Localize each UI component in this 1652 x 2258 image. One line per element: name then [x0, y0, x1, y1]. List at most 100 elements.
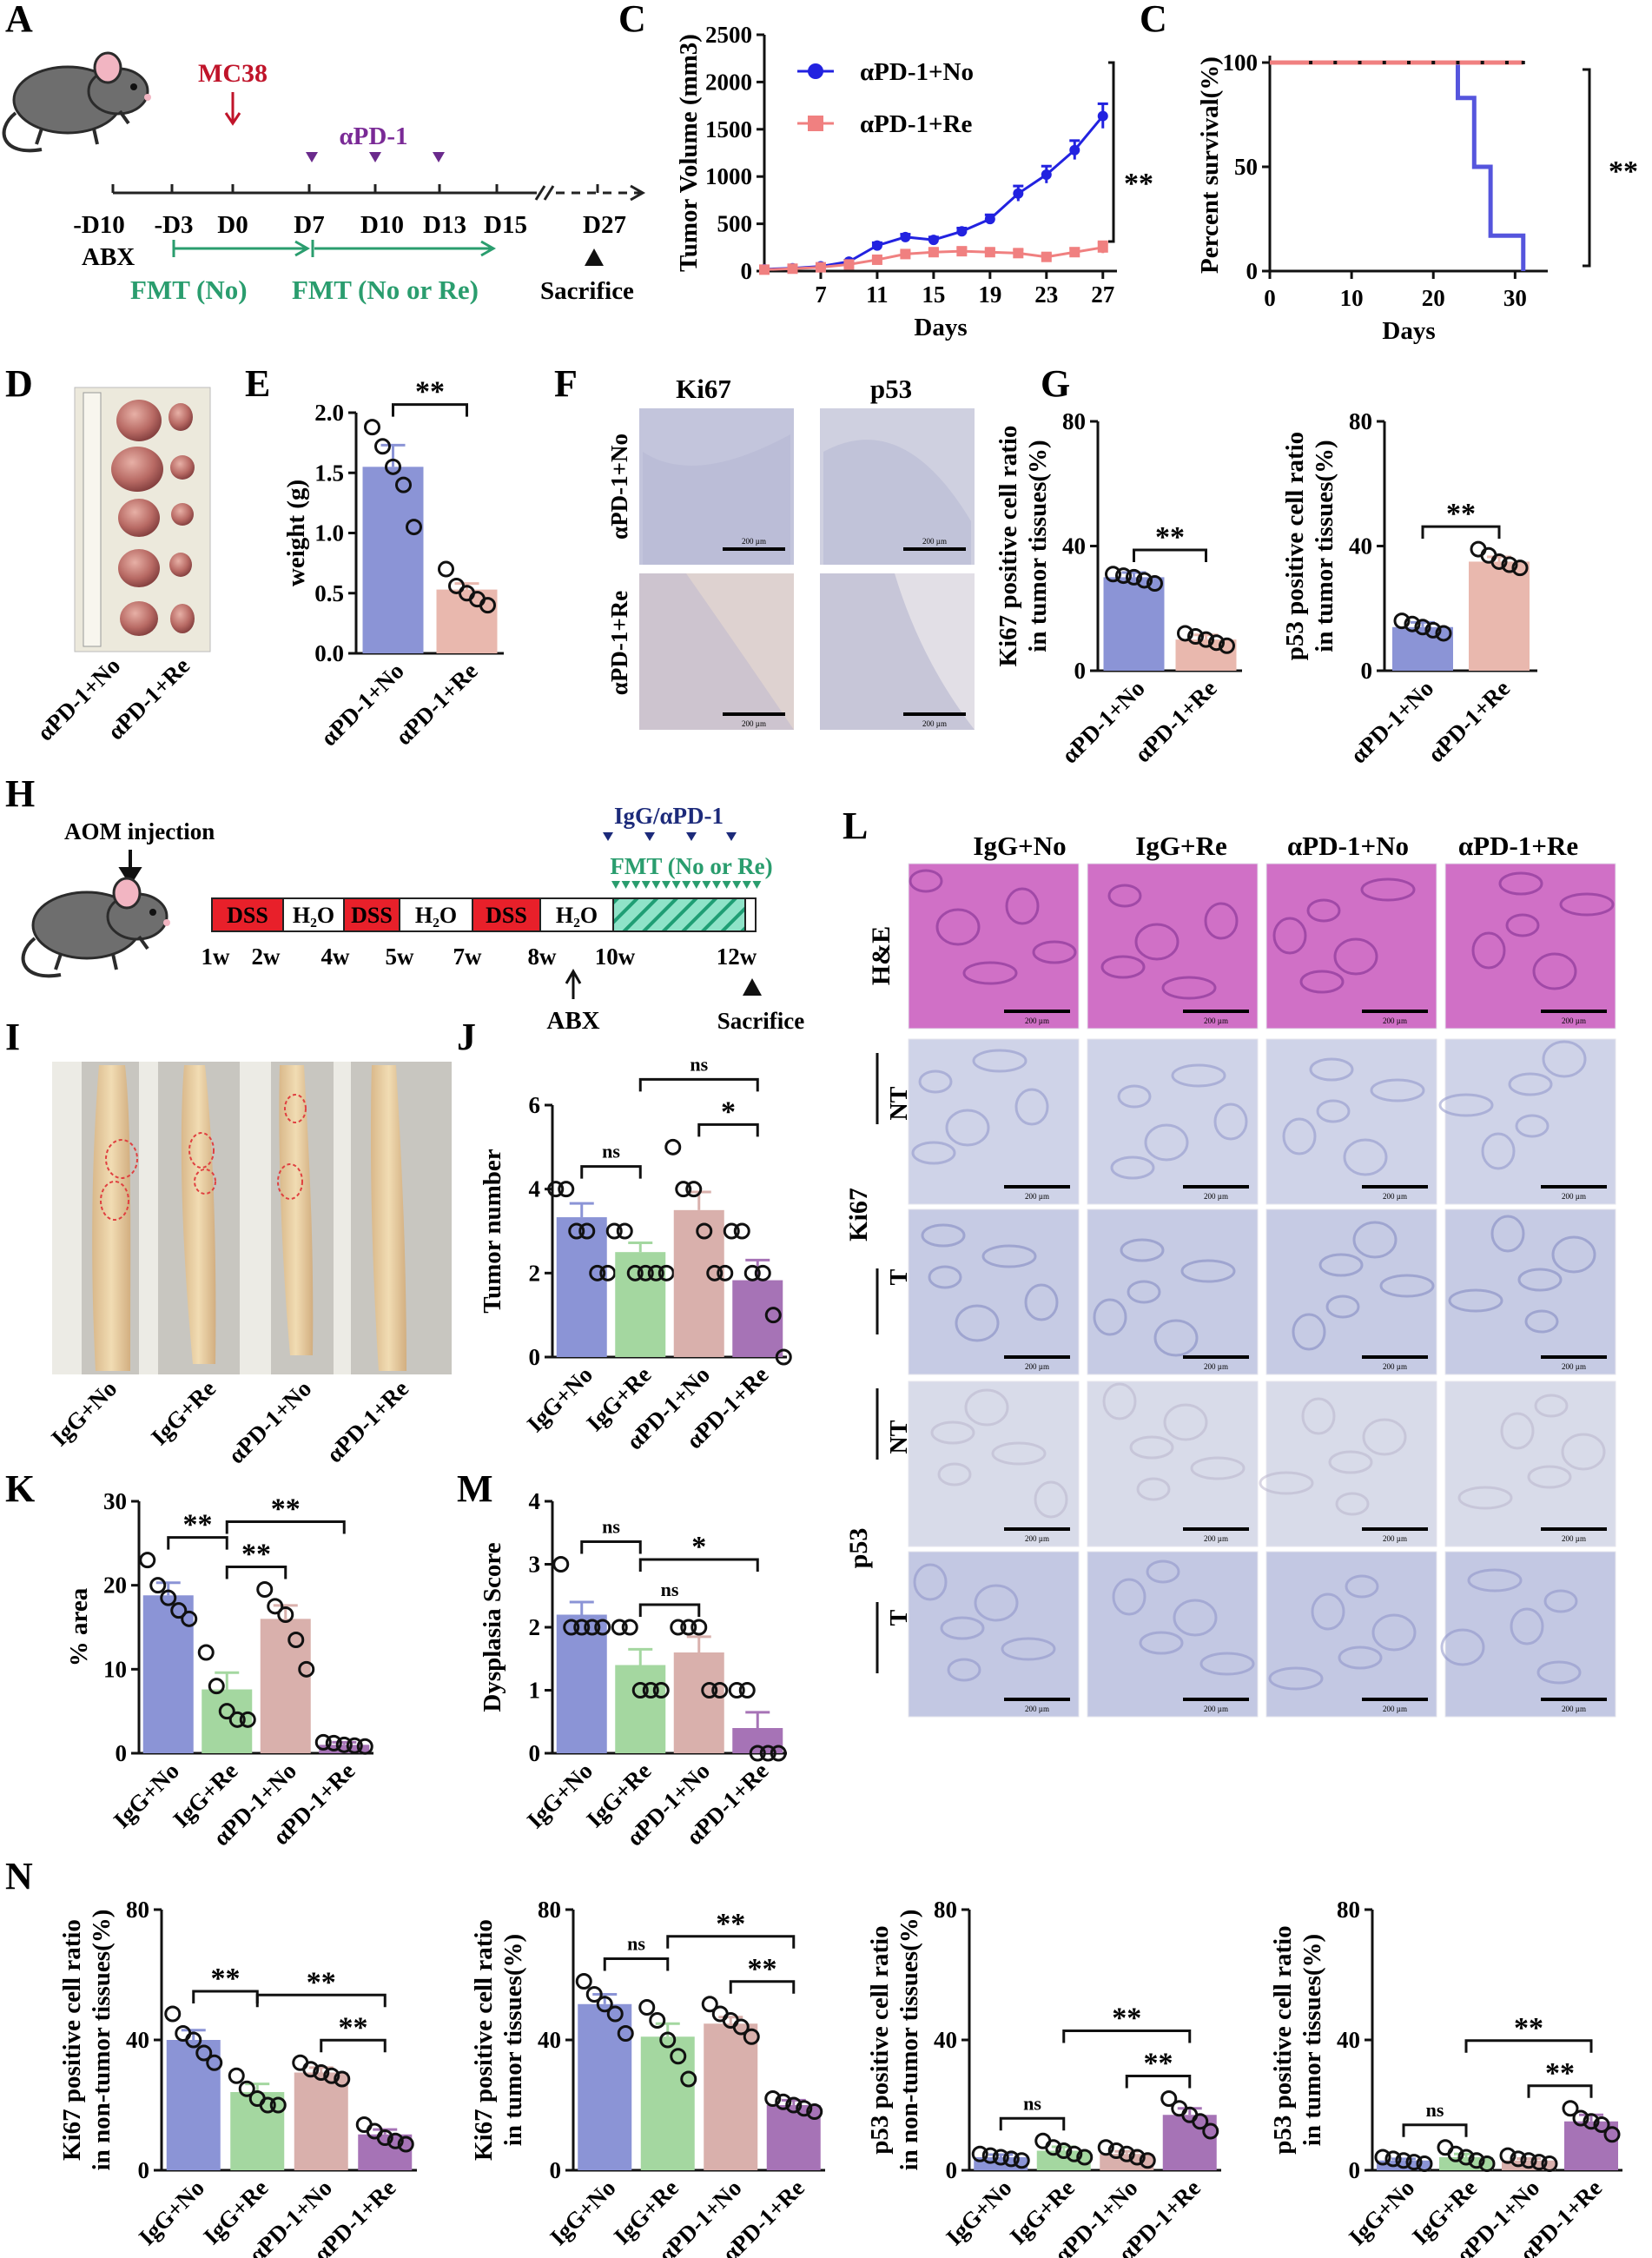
scale-label: 200 µm — [1204, 1362, 1228, 1371]
day-label: D0 — [217, 211, 248, 239]
histology-image — [1265, 1381, 1437, 1547]
p53-non-tumor-chart: 0 40 80 p53 positive cell ratio in non-tumor… — [866, 1897, 1221, 2258]
abx-arrow-icon — [565, 968, 582, 999]
scale-label: 200 µm — [1562, 1016, 1586, 1025]
data-point — [670, 1619, 687, 1636]
tissue-gland — [1438, 1093, 1494, 1117]
data-point — [139, 1552, 156, 1569]
data-point — [1136, 572, 1153, 589]
censor-mark — [1382, 61, 1386, 64]
column-label: Ki67 — [676, 374, 731, 404]
tissue-gland — [921, 1223, 966, 1248]
data-point — [642, 1682, 659, 1698]
bar — [1175, 639, 1237, 671]
y-tick-label: 40 — [126, 2027, 149, 2053]
data-point — [1118, 2145, 1135, 2162]
data-point — [376, 2129, 393, 2146]
data-point — [1435, 625, 1452, 642]
data-point — [956, 226, 968, 237]
censor-mark — [1504, 61, 1509, 64]
y-tick-label: 2500 — [705, 22, 752, 48]
significance-label: ** — [1545, 2057, 1575, 2089]
scale-label: 200 µm — [1204, 1705, 1228, 1713]
data-point — [1499, 2147, 1517, 2164]
data-point — [652, 1682, 670, 1698]
tissue-gland — [955, 1304, 1000, 1342]
protocol-block-label: DSS — [486, 903, 527, 928]
ki67-non-tumor-chart: 0 40 80 Ki67 positive cell ratio in non-tumo… — [58, 1897, 417, 2258]
significance-bracket — [603, 1957, 670, 1971]
data-point — [956, 246, 968, 257]
tissue-gland — [1014, 1088, 1049, 1126]
significance-label: ** — [339, 2011, 368, 2043]
data-point — [1593, 2116, 1610, 2133]
bar — [556, 1217, 607, 1357]
tissue-gland — [1534, 1394, 1569, 1418]
significance-label: ** — [716, 1908, 745, 1940]
data-point — [732, 2018, 750, 2036]
tissue-gland — [1112, 1578, 1146, 1616]
panel-i: I IgG+No IgG+Re αPD-1+No αPD-1+Re — [5, 1016, 452, 1468]
data-point — [185, 2031, 202, 2049]
tissue-gland — [1161, 976, 1217, 1000]
tissue-gland — [1515, 1114, 1550, 1138]
tissue-gland — [911, 1141, 956, 1165]
data-point — [680, 2070, 697, 2088]
data-point — [1097, 110, 1108, 122]
histology-image — [908, 1038, 1080, 1205]
data-point — [547, 1181, 565, 1198]
tissue-gland — [1517, 1268, 1563, 1292]
y-axis-label: p53 positive cell ratio — [1281, 432, 1309, 660]
data-point — [395, 476, 412, 493]
tissue-gland — [1272, 917, 1307, 955]
fmt-arrowhead-icon — [671, 881, 681, 889]
data-point — [356, 1738, 373, 1755]
y-tick-label: 2 — [529, 1260, 541, 1286]
data-point — [626, 1264, 644, 1281]
x-tick-label: 19 — [978, 281, 1001, 308]
data-point — [1490, 553, 1508, 570]
data-point — [1393, 613, 1411, 630]
scale-label: 200 µm — [922, 537, 947, 546]
data-point — [1416, 2155, 1433, 2172]
fmt-arrowhead-icon — [631, 881, 641, 889]
tissue-gland — [1100, 955, 1146, 979]
data-point — [691, 1619, 708, 1636]
data-point — [984, 247, 995, 258]
tissue-gland — [1362, 1418, 1407, 1456]
legend-label: αPD-1+No — [860, 58, 974, 86]
protocol-block-label: DSS — [227, 903, 268, 928]
data-point — [1202, 2122, 1219, 2140]
tissue-gland — [1163, 1403, 1208, 1441]
data-point — [764, 1307, 782, 1324]
data-point — [759, 264, 770, 275]
data-point — [314, 1733, 332, 1751]
data-point — [1192, 2113, 1209, 2130]
data-point — [992, 2149, 1009, 2166]
scale-label: 200 µm — [922, 719, 947, 728]
aom-label: AOM injection — [64, 818, 215, 844]
fmt-arrowhead-icon — [611, 881, 620, 889]
x-axis-label: Days — [914, 314, 967, 341]
significance-bracket — [255, 1993, 387, 2008]
y-tick-label: 80 — [1349, 408, 1372, 434]
tissue-gland — [947, 1658, 981, 1682]
data-point — [195, 2044, 213, 2062]
significance-label: ns — [602, 1141, 620, 1162]
y-axis-label: in tumor tissues(%) — [499, 1934, 527, 2146]
tissue-gland — [991, 1441, 1047, 1466]
sacrifice-label: Sacrifice — [717, 1008, 804, 1034]
significance-bracket — [638, 1077, 759, 1092]
significance-bracket — [167, 1536, 228, 1550]
data-point — [1478, 2155, 1496, 2172]
significance-bracket — [1421, 525, 1501, 540]
data-point — [637, 1264, 654, 1281]
significance-bracket — [999, 2116, 1066, 2131]
data-point — [1424, 621, 1442, 639]
data-point — [1457, 2149, 1475, 2166]
bar — [578, 2003, 632, 2170]
bar — [230, 2092, 285, 2170]
